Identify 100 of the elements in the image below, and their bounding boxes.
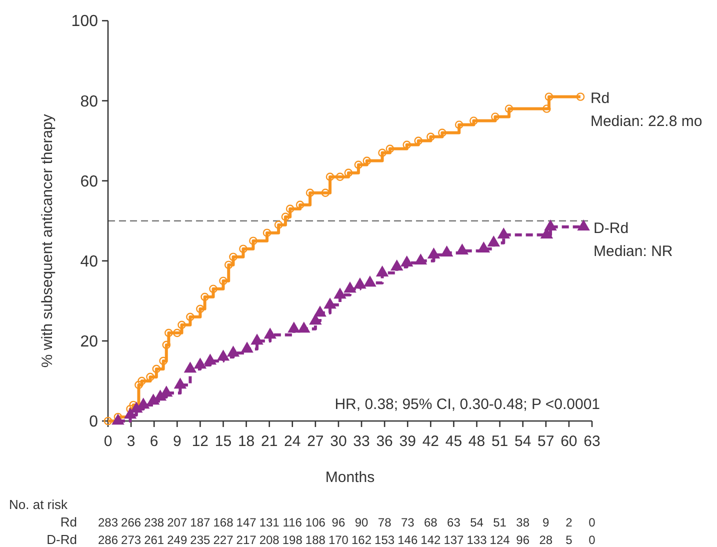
x-tick-label: 6 xyxy=(150,433,158,450)
point xyxy=(134,380,143,390)
x-tick-label: 54 xyxy=(514,433,532,450)
point xyxy=(414,136,423,145)
point xyxy=(354,278,366,289)
x-tick-label: 39 xyxy=(399,433,416,450)
point xyxy=(427,248,440,259)
point xyxy=(152,364,161,374)
x-axis-title: Months xyxy=(325,469,375,486)
point xyxy=(184,362,197,373)
annotation: HR, 0.38; 95% CI, 0.30-0.48; P <0.0001 xyxy=(334,396,600,413)
x-tick-label: 9 xyxy=(172,433,182,450)
point xyxy=(274,220,283,230)
point xyxy=(504,104,514,113)
point xyxy=(309,314,322,325)
point xyxy=(172,328,182,338)
point xyxy=(296,200,304,209)
point xyxy=(186,312,194,322)
point xyxy=(334,288,346,299)
point xyxy=(226,346,240,357)
point xyxy=(378,148,386,157)
point xyxy=(264,328,276,339)
point xyxy=(326,172,334,181)
point xyxy=(204,354,217,365)
point xyxy=(414,254,428,265)
point xyxy=(224,260,233,270)
x-tick-label: 63 xyxy=(584,433,600,450)
x-tick-label: 57 xyxy=(538,433,554,450)
point xyxy=(262,228,272,238)
y-tick-label: 40 xyxy=(80,253,98,270)
x-tick-label: 45 xyxy=(445,433,462,450)
point xyxy=(362,156,372,165)
point xyxy=(324,298,336,309)
point xyxy=(577,220,590,231)
point xyxy=(426,132,435,141)
point xyxy=(288,322,300,333)
point xyxy=(336,172,344,181)
point xyxy=(200,292,209,302)
y-axis-title: % with subsequent anticancer therapy xyxy=(39,114,56,368)
y-tick-label: 60 xyxy=(80,173,98,190)
x-tick-label: 12 xyxy=(192,433,209,450)
point xyxy=(298,322,310,333)
point xyxy=(146,372,154,382)
point xyxy=(386,144,394,153)
point xyxy=(162,340,171,350)
point xyxy=(130,402,143,413)
point xyxy=(400,256,414,267)
x-tick-label: 21 xyxy=(260,433,278,450)
point xyxy=(146,394,160,405)
y-tick-label: 100 xyxy=(71,13,98,30)
point xyxy=(440,246,454,257)
point xyxy=(497,228,510,239)
point xyxy=(136,398,150,409)
point xyxy=(544,92,554,101)
x-tick-label: 36 xyxy=(376,433,393,450)
annotation: Median: 22.8 mo xyxy=(590,112,702,130)
y-tick-label: 20 xyxy=(80,333,98,350)
point xyxy=(286,204,294,213)
x-tick-label: 24 xyxy=(284,433,301,450)
x-tick-label: 3 xyxy=(126,433,136,450)
point xyxy=(209,284,218,294)
y-tick-label: 80 xyxy=(80,93,98,110)
point xyxy=(174,378,187,389)
point xyxy=(194,358,207,369)
point xyxy=(216,350,230,361)
x-tick-label: 48 xyxy=(468,433,486,450)
x-tick-label: 0 xyxy=(104,433,112,450)
text: No. at risk xyxy=(9,497,68,512)
text: Rd 283 266 238 207 187 168 147 131 116 106 96 90 78 73 68 63 54 51 38 9 2 0 xyxy=(60,514,596,530)
point xyxy=(219,276,228,286)
point xyxy=(390,260,404,271)
point xyxy=(306,188,314,197)
point xyxy=(454,120,464,129)
x-tick-label: 27 xyxy=(307,433,324,450)
point xyxy=(249,236,258,246)
point xyxy=(477,242,490,253)
x-tick-label: 15 xyxy=(214,433,232,450)
point xyxy=(364,276,376,287)
point xyxy=(159,356,168,366)
x-tick-label: 33 xyxy=(353,433,370,450)
y-tick-label: 0 xyxy=(89,414,98,430)
point xyxy=(456,244,469,255)
series-label: Rd xyxy=(590,90,610,107)
x-tick-label: 60 xyxy=(560,433,578,450)
point xyxy=(576,92,585,101)
point xyxy=(402,140,412,149)
point xyxy=(470,116,478,125)
point xyxy=(491,112,500,121)
point xyxy=(112,414,124,425)
x-tick-label: 18 xyxy=(238,433,255,450)
text: Median: NR xyxy=(594,242,673,260)
point xyxy=(164,328,173,338)
point xyxy=(314,306,326,317)
point xyxy=(321,188,330,197)
point xyxy=(239,244,248,254)
point xyxy=(124,408,137,419)
point xyxy=(544,220,557,231)
point xyxy=(542,104,551,113)
series-label: D-Rd xyxy=(594,220,629,237)
point xyxy=(438,128,446,137)
